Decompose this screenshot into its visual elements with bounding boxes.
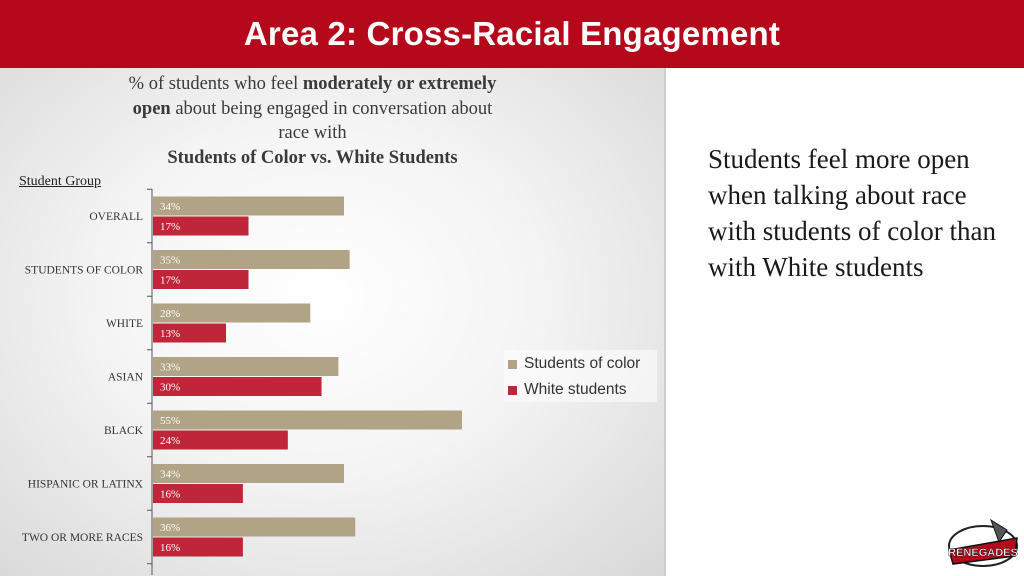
data-label-white-students-white: 13% bbox=[160, 328, 180, 340]
chart-title-line4: Students of Color vs. White Students bbox=[167, 147, 458, 168]
category-label-black: BLACK bbox=[104, 425, 144, 437]
chart-legend: Students of color White students bbox=[504, 350, 657, 402]
chart-title-bold2: open bbox=[132, 98, 171, 119]
bar-students-of-color-hispanic-or-latinx bbox=[153, 464, 345, 483]
chart-title-bold1: moderately or extremely bbox=[302, 74, 497, 94]
legend-label-white-students: White students bbox=[524, 381, 627, 398]
data-label-white-students-two-or-more-races: 16% bbox=[160, 542, 180, 554]
data-label-white-students-black: 24% bbox=[160, 435, 180, 447]
bar-students-of-color-black bbox=[153, 410, 462, 430]
data-label-students-of-color-two-or-more-races: 36% bbox=[160, 522, 180, 534]
legend-label-students-of-color: Students of color bbox=[524, 355, 641, 372]
data-label-white-students-asian: 30% bbox=[160, 382, 180, 394]
bar-white-students-asian bbox=[153, 377, 322, 396]
logo-emblem bbox=[990, 518, 1008, 544]
category-label-asian: ASIAN bbox=[108, 372, 144, 384]
slide-title: Area 2: Cross-Racial Engagement bbox=[243, 15, 781, 52]
data-label-white-students-hispanic-or-latinx: 16% bbox=[160, 489, 180, 501]
legend-swatch-white-students bbox=[508, 385, 517, 395]
legend-item-white-students: White students bbox=[508, 381, 627, 399]
logo-banner bbox=[948, 537, 1018, 565]
y-axis-title: Student Group bbox=[19, 174, 102, 189]
bar-students-of-color-white bbox=[153, 303, 311, 323]
bar-white-students-overall bbox=[153, 216, 249, 236]
chart-panel: % of students who feel moderately or ext… bbox=[0, 68, 666, 576]
chart-title: % of students who feel moderately or ext… bbox=[40, 72, 585, 170]
category-label-two-or-more-races: TWO OR MORE RACES bbox=[22, 532, 143, 544]
chart-title-part2: about being engaged in conversation abou… bbox=[170, 98, 493, 119]
bar-chart: OVERALL 34% 17% STUDENTS OF COLOR 35% 17% WHIT… bbox=[22, 188, 462, 575]
data-label-white-students-students-of-color: 17% bbox=[160, 275, 180, 287]
data-label-students-of-color-hispanic-or-latinx: 34% bbox=[160, 469, 180, 481]
bar-white-students-two-or-more-races bbox=[153, 537, 243, 557]
data-label-students-of-color-asian: 33% bbox=[160, 362, 180, 374]
data-label-white-students-overall: 17% bbox=[160, 221, 180, 233]
category-label-students-of-color: STUDENTS OF COLOR bbox=[25, 265, 144, 277]
logo-text: RENEGADES bbox=[948, 547, 1018, 559]
bar-students-of-color-students-of-color bbox=[153, 250, 350, 269]
category-label-white: WHITE bbox=[106, 318, 143, 330]
bar-students-of-color-two-or-more-races bbox=[153, 517, 356, 537]
chart-title-line3: race with bbox=[278, 123, 347, 143]
bar-white-students-black bbox=[153, 430, 288, 450]
legend-swatch-students-of-color bbox=[508, 359, 517, 369]
bar-students-of-color-asian bbox=[153, 357, 339, 376]
legend-item-students-of-color: Students of color bbox=[508, 355, 640, 373]
data-label-students-of-color-black: 55% bbox=[160, 415, 180, 427]
category-label-hispanic-or-latinx: HISPANIC OR LATINX bbox=[28, 479, 144, 491]
bar-white-students-hispanic-or-latinx bbox=[153, 484, 243, 503]
category-label-overall: OVERALL bbox=[89, 211, 143, 223]
data-label-students-of-color-students-of-color: 35% bbox=[160, 255, 180, 267]
slide-header: Area 2: Cross-Racial Engagement bbox=[0, 0, 1024, 68]
data-label-students-of-color-white: 28% bbox=[160, 308, 180, 320]
side-text: Students feel more open when talking abo… bbox=[708, 144, 996, 282]
bar-white-students-students-of-color bbox=[153, 270, 249, 289]
bar-students-of-color-overall bbox=[153, 196, 345, 216]
chart-title-part1: % of students who feel bbox=[128, 74, 303, 94]
bar-white-students-white bbox=[153, 323, 227, 343]
renegades-logo: RENEGADES bbox=[948, 518, 1018, 567]
data-label-students-of-color-overall: 34% bbox=[160, 201, 180, 213]
